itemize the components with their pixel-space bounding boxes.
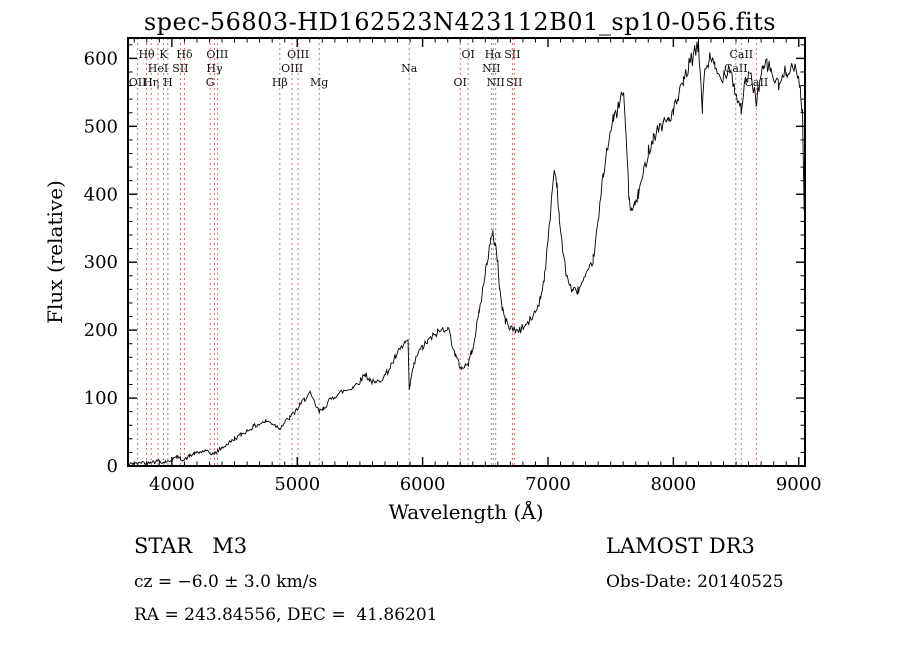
survey-label: LAMOST DR3: [606, 534, 755, 558]
ra-dec-label: RA = 243.84556, DEC = 41.86201: [134, 605, 438, 625]
spectral-line-markers: OIIHθHηHeIKHSIIHδGHγOIIIHβOIIIOIIIMgNaOI…: [129, 38, 768, 466]
y-tick-label: 100: [84, 388, 118, 409]
cz-label: cz = −6.0 ± 3.0 km/s: [134, 572, 318, 592]
spectral-line-label: H: [163, 76, 173, 89]
spectral-line-label: Mg: [310, 76, 328, 89]
y-tick-label: 600: [84, 48, 118, 69]
spectral-line-label: OIII: [281, 62, 303, 75]
x-tick-label: 4000: [149, 474, 195, 495]
spectral-line-label: Hδ: [176, 48, 193, 61]
spectral-line-label: SII: [506, 76, 522, 89]
spectral-line-label: Hβ: [272, 76, 288, 89]
axis-ticks: [128, 38, 805, 467]
spectral-line-label: Hγ: [206, 62, 223, 75]
spectral-line-label: Hθ: [138, 48, 155, 61]
spectral-line-label: G: [206, 76, 215, 89]
y-tick-label: 200: [84, 320, 118, 341]
plot-border: [127, 37, 806, 467]
plot-title: spec-56803-HD162523N423112B01_sp10-056.f…: [143, 8, 777, 36]
spectrum-series: [128, 40, 805, 467]
spectral-line-label: K: [159, 48, 168, 61]
spectral-line-label: OIII: [206, 48, 228, 61]
spectral-line-label: SII: [172, 62, 188, 75]
x-tick-label: 8000: [650, 474, 696, 495]
x-tick-label: 6000: [400, 474, 446, 495]
y-axis-label: Flux (relative): [43, 180, 67, 324]
spectral-line-label: SII: [504, 48, 520, 61]
x-axis-label: Wavelength (Å): [388, 499, 543, 524]
spectral-line-label: NII: [487, 76, 505, 89]
spectral-line-label: OIII: [287, 48, 309, 61]
spectrum-trace: [128, 40, 805, 467]
x-tick-label: 5000: [274, 474, 320, 495]
spectral-line-label: OI: [454, 76, 467, 89]
spectral-line-label: CaII: [745, 76, 769, 89]
spectral-line-label: CaII: [729, 48, 753, 61]
spectral-line-label: Hη: [143, 76, 159, 89]
x-tick-label: 9000: [776, 474, 822, 495]
y-tick-label: 0: [107, 456, 118, 477]
y-tick-label: 300: [84, 252, 118, 273]
y-tick-label: 500: [84, 116, 118, 137]
spectral-line-label: OI: [461, 48, 474, 61]
axis-tick-labels: 4000 5000 6000 7000 8000 9000 0 100 200 300 400 500…: [84, 48, 822, 495]
object-class-label: STAR M3: [134, 534, 248, 558]
spectral-line-label: OII: [129, 76, 147, 89]
spectral-line-label: HeI: [148, 62, 168, 75]
spectral-line-label: NII: [482, 62, 500, 75]
obs-date-label: Obs-Date: 20140525: [606, 572, 784, 592]
spectral-line-label: Hα: [485, 48, 503, 61]
spectral-line-label: Na: [401, 62, 418, 75]
x-tick-label: 7000: [525, 474, 571, 495]
y-tick-label: 400: [84, 184, 118, 205]
